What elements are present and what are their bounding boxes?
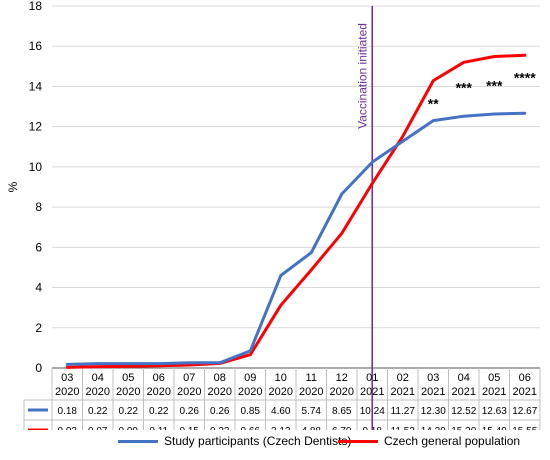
x-tick-label-year: 2020	[208, 386, 232, 398]
y-tick-label-10: 10	[29, 160, 43, 174]
table-cell-value: 0.22	[88, 406, 108, 417]
y-tick-label-14: 14	[29, 79, 43, 93]
x-tick-label-month: 07	[183, 372, 195, 384]
x-tick-label-month: 12	[336, 372, 348, 384]
table-cell-value: 15.20	[451, 426, 476, 430]
x-tick-label-month: 06	[519, 372, 531, 384]
table-cell-value: 0.66	[241, 426, 261, 430]
y-tick-label-12: 12	[29, 120, 43, 134]
table-cell-value: 5.74	[302, 406, 322, 417]
legend-label-dentists: Study participants (Czech Dentists)	[164, 434, 352, 448]
x-tick-label-year: 2020	[299, 386, 323, 398]
table-cell-value: 0.03	[58, 426, 78, 430]
legend-swatch-population	[338, 439, 378, 443]
x-tick-label-month: 03	[427, 372, 439, 384]
y-axis-label: %	[6, 181, 20, 192]
y-tick-label-6: 6	[35, 240, 42, 254]
x-tick-label-year: 2020	[55, 386, 79, 398]
table-cell-value: 0.07	[88, 426, 108, 430]
x-tick-label-month: 10	[275, 372, 287, 384]
x-tick-label-year: 2020	[269, 386, 293, 398]
table-cell-value: 0.26	[180, 406, 200, 417]
x-tick-label-year: 2020	[116, 386, 140, 398]
x-tick-label-year: 2020	[238, 386, 262, 398]
x-tick-label-year: 2021	[421, 386, 445, 398]
table-cell-value: 0.26	[210, 406, 230, 417]
y-tick-label-4: 4	[35, 281, 42, 295]
x-tick-label-month: 03	[61, 372, 73, 384]
x-tick-label-month: 08	[214, 372, 226, 384]
significance-marker-3: ***	[486, 77, 503, 93]
x-tick-label-year: 2021	[482, 386, 506, 398]
x-tick-label-year: 2020	[330, 386, 354, 398]
y-tick-label-18: 18	[29, 0, 43, 13]
table-cell-value: 12.63	[482, 406, 507, 417]
significance-marker-4: ****	[514, 69, 536, 85]
x-tick-label-month: 06	[153, 372, 165, 384]
table-cell-value: 3.12	[271, 426, 291, 430]
series-line-population	[65, 53, 527, 369]
y-tick-label-16: 16	[29, 39, 43, 53]
table-cell-value: 0.09	[119, 426, 139, 430]
table-cell-value: 15.49	[482, 426, 507, 430]
table-cell-value: 14.29	[421, 426, 446, 430]
table-cell-value: 12.30	[421, 406, 446, 417]
table-cell-value: 0.15	[180, 426, 200, 430]
significance-marker-2: ***	[456, 79, 473, 95]
table-cell-value: 15.55	[512, 426, 537, 430]
x-tick-label-month: 05	[122, 372, 134, 384]
x-tick-label-month: 11	[306, 372, 317, 384]
y-tick-label-2: 2	[35, 321, 42, 335]
y-tick-label-0: 0	[35, 361, 42, 375]
series-line-dentists	[65, 111, 527, 366]
significance-marker-1: **	[428, 96, 439, 112]
x-tick-label-month: 02	[397, 372, 409, 384]
table-cell-value: 0.18	[58, 406, 78, 417]
table-cell-value: 11.52	[391, 426, 416, 430]
legend-swatch-dentists	[118, 439, 158, 443]
table-cell-value: 0.22	[119, 406, 139, 417]
x-tick-label-month: 05	[488, 372, 500, 384]
x-tick-label-year: 2021	[391, 386, 415, 398]
table-cell-value: 4.88	[302, 426, 322, 430]
x-tick-label-year: 2020	[86, 386, 110, 398]
x-tick-label-month: 04	[92, 372, 104, 384]
x-tick-label-year: 2020	[177, 386, 201, 398]
table-cell-value: 0.85	[241, 406, 261, 417]
table-cell-value: 12.52	[451, 406, 476, 417]
table-cell-value: 12.67	[512, 406, 537, 417]
vaccination-label: Vaccination initiated	[355, 23, 369, 129]
x-tick-label-year: 2021	[452, 386, 476, 398]
table-cell-value: 4.60	[271, 406, 291, 417]
legend-label-population: Czech general population	[384, 434, 521, 448]
x-tick-label-month: 09	[244, 372, 256, 384]
x-tick-label-month: 04	[458, 372, 470, 384]
x-tick-label-year: 2020	[147, 386, 171, 398]
legend-item-population: Czech general population	[338, 434, 520, 448]
table-cell-value: 0.22	[149, 406, 169, 417]
table-cell-value: 11.27	[391, 406, 416, 417]
table-cell-value: 0.23	[210, 426, 230, 430]
legend-item-dentists: Study participants (Czech Dentists)	[118, 434, 351, 448]
table-cell-value: 8.65	[332, 406, 352, 417]
x-tick-label-year: 2021	[513, 386, 537, 398]
table-cell-value: 0.11	[149, 426, 168, 430]
legend: Study participants (Czech Dentists) Czec…	[0, 430, 550, 454]
table-cell-value: 6.70	[332, 426, 352, 430]
line-chart: 024681012141618%032020042020052020062020…	[6, 0, 541, 430]
y-tick-label-8: 8	[35, 200, 42, 214]
